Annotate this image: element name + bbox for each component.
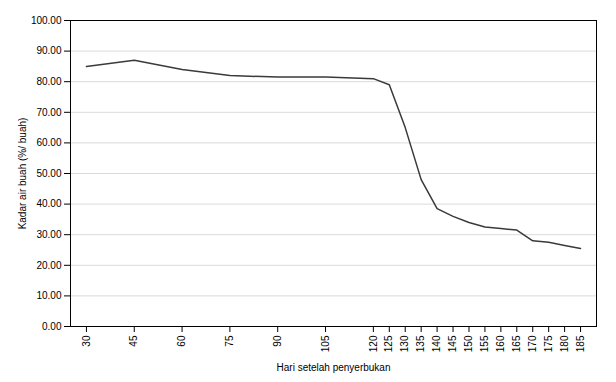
svg-text:75: 75 <box>224 335 235 347</box>
svg-text:100.00: 100.00 <box>31 15 62 26</box>
svg-text:Hari setelah penyerbukan: Hari setelah penyerbukan <box>277 362 391 373</box>
svg-text:10.00: 10.00 <box>36 290 61 301</box>
svg-text:140: 140 <box>431 335 442 352</box>
svg-text:175: 175 <box>543 335 554 352</box>
svg-text:40.00: 40.00 <box>36 198 61 209</box>
svg-text:165: 165 <box>511 335 522 352</box>
svg-text:50.00: 50.00 <box>36 168 61 179</box>
svg-text:20.00: 20.00 <box>36 260 61 271</box>
svg-text:80.00: 80.00 <box>36 76 61 87</box>
svg-text:45: 45 <box>128 335 139 347</box>
svg-text:185: 185 <box>575 335 586 352</box>
svg-text:70.00: 70.00 <box>36 107 61 118</box>
svg-text:30.00: 30.00 <box>36 229 61 240</box>
svg-text:170: 170 <box>527 335 538 352</box>
svg-text:150: 150 <box>463 335 474 352</box>
svg-text:90: 90 <box>272 335 283 347</box>
svg-text:120: 120 <box>368 335 379 352</box>
svg-text:155: 155 <box>479 335 490 352</box>
svg-text:135: 135 <box>415 335 426 352</box>
svg-text:145: 145 <box>447 335 458 352</box>
svg-text:60: 60 <box>176 335 187 347</box>
svg-text:30: 30 <box>81 335 92 347</box>
svg-text:180: 180 <box>559 335 570 352</box>
svg-text:0.00: 0.00 <box>42 321 62 332</box>
svg-text:90.00: 90.00 <box>36 45 61 56</box>
svg-text:60.00: 60.00 <box>36 137 61 148</box>
svg-text:130: 130 <box>399 335 410 352</box>
svg-text:160: 160 <box>495 335 506 352</box>
svg-text:105: 105 <box>320 335 331 352</box>
svg-text:125: 125 <box>383 335 394 352</box>
svg-text:Kadar air buah (%/ buah): Kadar air buah (%/ buah) <box>17 118 28 230</box>
